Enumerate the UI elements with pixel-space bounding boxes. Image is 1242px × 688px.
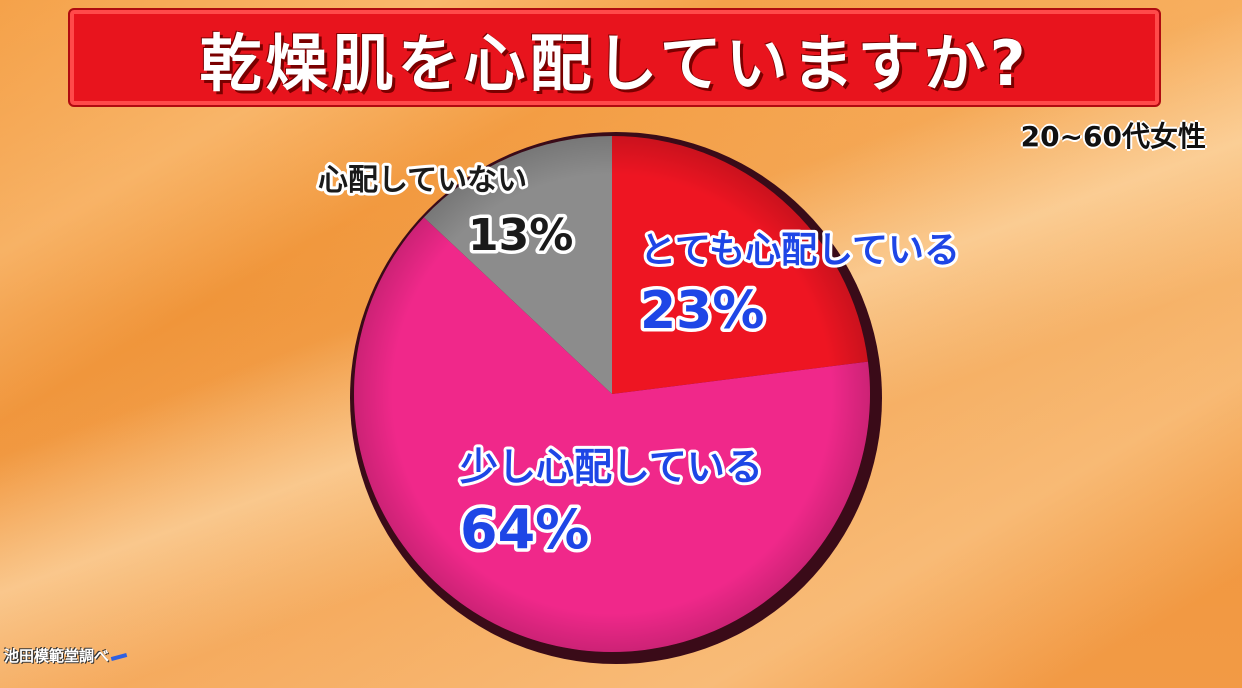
- pie-shading: [354, 136, 870, 652]
- chart-subtitle: 20~60代女性: [1020, 120, 1206, 153]
- title-banner: 乾燥肌を心配していますか?: [68, 8, 1161, 107]
- slice-label: 心配していない: [318, 163, 527, 198]
- source-text: 池田模範堂調べ: [4, 647, 110, 665]
- slice-label: 少し心配している: [460, 445, 763, 489]
- slice-label: とても心配している: [640, 230, 960, 271]
- slice-value-label: 64%: [460, 498, 589, 561]
- source-note: 池田模範堂調べ: [4, 645, 128, 666]
- chart-title: 乾燥肌を心配していますか?: [199, 26, 1030, 100]
- source-swoosh-icon: [110, 652, 128, 661]
- slice-value-label: 23%: [640, 281, 764, 341]
- slice-value-label: 13%: [468, 210, 573, 261]
